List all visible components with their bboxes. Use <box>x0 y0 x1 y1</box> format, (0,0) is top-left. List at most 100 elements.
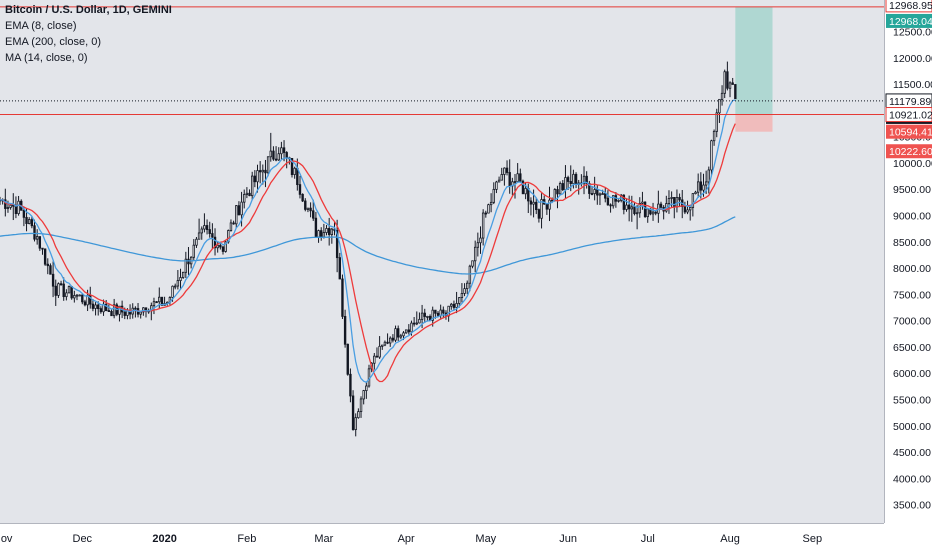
candle-body <box>532 201 535 205</box>
candle-body <box>612 195 615 207</box>
candle-body <box>9 204 12 208</box>
svg-text:10222.60: 10222.60 <box>889 146 932 158</box>
candle-body <box>689 207 692 211</box>
candle-body <box>327 228 331 235</box>
candle-body <box>458 297 461 304</box>
candle-body <box>513 181 517 183</box>
candle-body <box>378 345 381 358</box>
y-tick-label: 3500.00 <box>893 500 931 512</box>
candle-body <box>479 237 482 244</box>
candle-body <box>17 200 20 215</box>
candle-body <box>237 205 241 216</box>
candle-body <box>641 201 644 204</box>
candle-body <box>4 199 7 209</box>
y-tick-label: 6000.00 <box>893 368 931 380</box>
candle-body <box>139 311 142 315</box>
price-badge: 11179.89 <box>885 93 932 109</box>
candle-body <box>232 222 235 225</box>
candle-body <box>171 285 174 298</box>
ma14-line <box>0 123 736 383</box>
candle-body <box>43 248 47 265</box>
legend-ma14[interactable]: MA (14, close, 0) <box>5 52 88 64</box>
x-tick-label: Dec <box>73 533 93 545</box>
candle-body <box>112 304 116 317</box>
candle-body <box>466 282 469 290</box>
candle-body <box>521 180 525 195</box>
candle-body <box>314 217 318 238</box>
svg-text:11179.89: 11179.89 <box>889 96 931 108</box>
chart-legend: Bitcoin / U.S. Dollar, 1D, GEMINI EMA (8… <box>5 2 172 66</box>
candle-body <box>248 192 251 197</box>
candle-body <box>312 210 315 219</box>
candle-body <box>627 204 631 210</box>
candle-body <box>6 207 10 209</box>
candle-body <box>104 303 108 311</box>
candle-body <box>91 303 95 309</box>
candle-body <box>423 312 426 317</box>
candle-body <box>606 197 610 206</box>
stop-zone[interactable] <box>735 114 773 132</box>
candle-body <box>12 204 15 207</box>
candle-body <box>696 181 700 193</box>
svg-text:10594.41: 10594.41 <box>889 127 932 139</box>
candle-body <box>601 193 604 195</box>
candle-body <box>442 309 445 314</box>
candle-body <box>630 206 634 210</box>
candle-body <box>710 140 713 171</box>
candle-body <box>81 294 84 303</box>
candle-body <box>468 265 472 284</box>
candle-body <box>582 175 586 184</box>
candle-body <box>643 201 647 218</box>
candle-body <box>585 175 588 184</box>
y-tick-label: 5500.00 <box>893 394 931 406</box>
candle-body <box>702 184 705 191</box>
candle-body <box>253 175 257 183</box>
candle-body <box>359 398 363 412</box>
candle-body <box>707 169 710 183</box>
price-badge: 10222.60 <box>886 144 932 159</box>
candle-body <box>83 301 87 306</box>
candle-body <box>174 285 177 288</box>
price-axis-background <box>884 0 932 550</box>
candle-body <box>436 312 440 316</box>
x-tick-label: Jul <box>641 533 655 545</box>
candle-body <box>545 203 549 210</box>
candle-body <box>734 84 737 100</box>
candle-body <box>155 301 158 304</box>
candle-body <box>216 244 219 249</box>
candle-body <box>675 197 679 208</box>
candle-body <box>622 194 626 210</box>
candle-body <box>473 246 477 262</box>
candle-body <box>731 82 734 85</box>
legend-ema200[interactable]: EMA (200, close, 0) <box>5 36 101 48</box>
target-zone[interactable] <box>735 6 773 115</box>
candle-body <box>73 295 76 299</box>
candle-body <box>516 173 519 182</box>
candle-body <box>550 199 554 202</box>
candle-body <box>426 316 429 318</box>
candle-body <box>181 271 185 278</box>
candle-body <box>351 395 355 430</box>
x-tick-label: Feb <box>237 533 256 545</box>
candle-body <box>35 236 39 240</box>
candle-body <box>699 181 703 191</box>
candle-body <box>184 258 188 273</box>
candle-body <box>208 229 211 234</box>
candle-body <box>718 98 721 114</box>
candle-body <box>346 343 349 375</box>
candle-body <box>192 244 195 258</box>
candle-body <box>558 183 562 195</box>
legend-ema8[interactable]: EMA (8, close) <box>5 20 77 32</box>
candle-body <box>285 152 288 159</box>
candle-body <box>78 294 81 297</box>
candle-body <box>720 92 724 100</box>
candle-body <box>38 236 42 249</box>
x-tick-label: Aug <box>720 533 740 545</box>
symbol-title[interactable]: Bitcoin / U.S. Dollar, 1D, GEMINI <box>5 4 172 16</box>
candle-body <box>197 232 201 240</box>
candle-body <box>561 183 564 191</box>
candle-body <box>373 355 376 364</box>
candle-body <box>402 332 405 337</box>
